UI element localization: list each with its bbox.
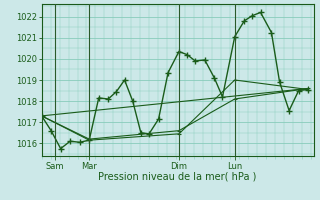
X-axis label: Pression niveau de la mer( hPa ): Pression niveau de la mer( hPa ) — [99, 172, 257, 182]
